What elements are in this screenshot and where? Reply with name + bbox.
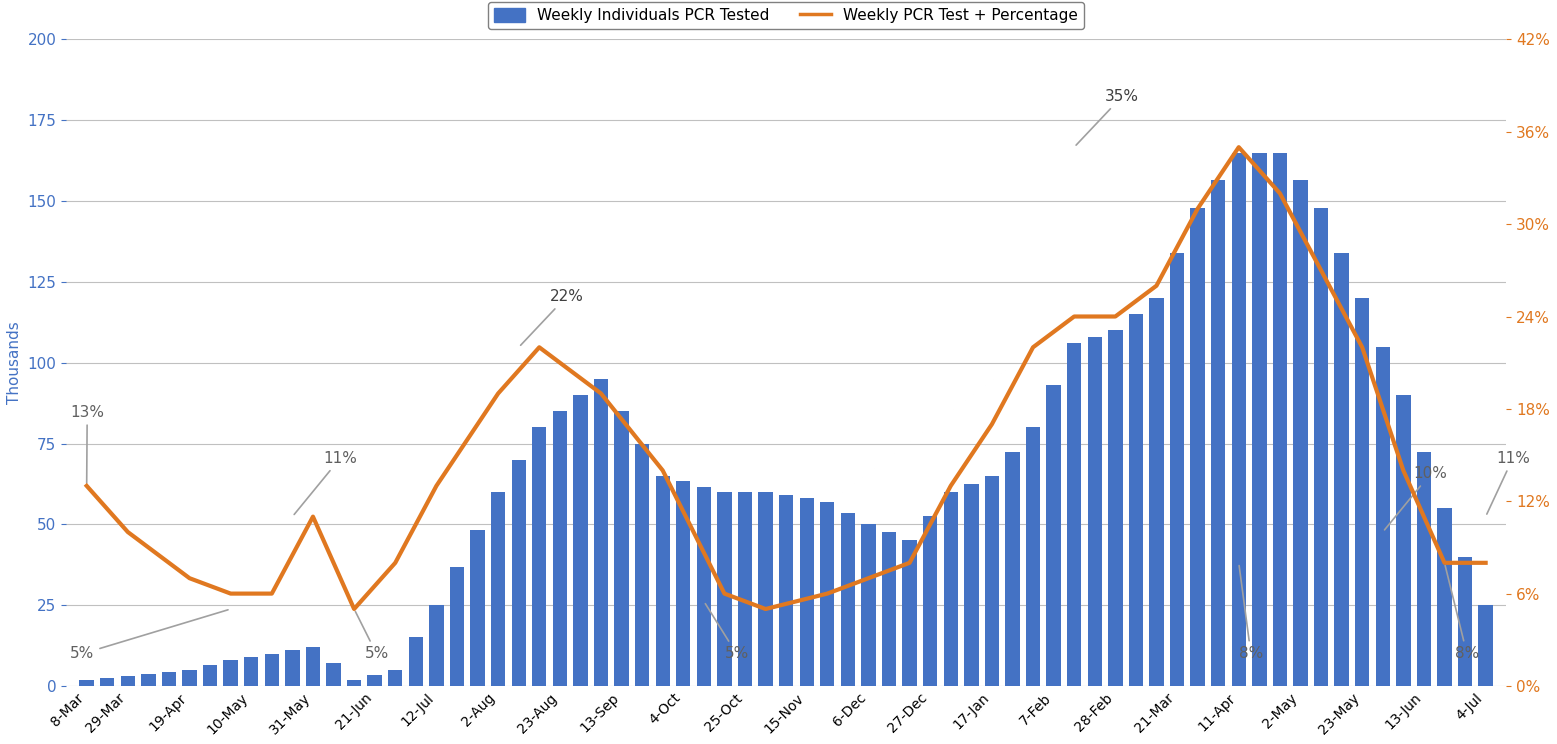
Bar bbox=[1067, 343, 1082, 686]
Bar bbox=[79, 679, 93, 686]
Bar bbox=[100, 678, 115, 686]
Bar bbox=[1006, 452, 1020, 686]
Bar bbox=[1314, 208, 1328, 686]
Bar bbox=[655, 476, 670, 686]
Bar bbox=[1479, 605, 1493, 686]
Bar bbox=[573, 395, 587, 686]
Bar bbox=[923, 516, 937, 686]
Bar bbox=[964, 484, 978, 686]
Text: 8%: 8% bbox=[1239, 565, 1263, 661]
Text: 13%: 13% bbox=[70, 405, 104, 483]
Bar bbox=[327, 664, 341, 686]
Bar bbox=[1211, 180, 1225, 686]
Bar bbox=[778, 496, 794, 686]
Bar bbox=[1252, 153, 1266, 686]
Bar bbox=[120, 676, 135, 686]
Bar bbox=[1397, 395, 1411, 686]
Bar bbox=[1272, 153, 1288, 686]
Bar bbox=[676, 481, 690, 686]
Bar bbox=[841, 513, 855, 686]
Bar bbox=[1294, 180, 1308, 686]
Bar bbox=[1046, 385, 1060, 686]
Bar bbox=[1026, 427, 1040, 686]
Bar bbox=[182, 670, 196, 686]
Bar bbox=[1109, 330, 1123, 686]
Bar bbox=[1375, 347, 1390, 686]
Bar bbox=[903, 540, 917, 686]
Bar bbox=[635, 443, 649, 686]
Bar bbox=[553, 411, 567, 686]
Bar bbox=[347, 679, 361, 686]
Bar bbox=[800, 498, 814, 686]
Y-axis label: Thousands: Thousands bbox=[6, 321, 22, 404]
Bar bbox=[202, 665, 218, 686]
Bar bbox=[162, 672, 176, 686]
Bar bbox=[532, 427, 547, 686]
Bar bbox=[244, 657, 258, 686]
Bar bbox=[1457, 557, 1473, 686]
Text: 35%: 35% bbox=[1076, 89, 1140, 145]
Bar bbox=[512, 460, 526, 686]
Bar bbox=[758, 492, 772, 686]
Bar bbox=[696, 487, 712, 686]
Bar bbox=[615, 411, 629, 686]
Text: 5%: 5% bbox=[355, 612, 389, 661]
Bar bbox=[450, 568, 464, 686]
Bar bbox=[265, 654, 279, 686]
Text: 22%: 22% bbox=[520, 289, 584, 345]
Text: 11%: 11% bbox=[294, 451, 357, 515]
Bar bbox=[408, 638, 424, 686]
Bar bbox=[881, 533, 897, 686]
Bar bbox=[305, 647, 321, 686]
Bar bbox=[1437, 508, 1451, 686]
Bar bbox=[1191, 208, 1205, 686]
Bar bbox=[142, 674, 156, 686]
Bar bbox=[861, 525, 875, 686]
Bar bbox=[490, 492, 506, 686]
Bar bbox=[470, 530, 484, 686]
Text: 11%: 11% bbox=[1487, 451, 1531, 514]
Bar bbox=[738, 492, 752, 686]
Bar bbox=[821, 501, 835, 686]
Legend: Weekly Individuals PCR Tested, Weekly PCR Test + Percentage: Weekly Individuals PCR Tested, Weekly PC… bbox=[489, 1, 1084, 29]
Text: 10%: 10% bbox=[1384, 466, 1448, 530]
Bar bbox=[1087, 337, 1102, 686]
Bar bbox=[593, 379, 609, 686]
Text: 5%: 5% bbox=[70, 610, 227, 661]
Text: 8%: 8% bbox=[1445, 565, 1479, 661]
Bar bbox=[285, 650, 299, 686]
Bar bbox=[1355, 298, 1370, 686]
Bar bbox=[224, 660, 238, 686]
Bar bbox=[1129, 314, 1143, 686]
Text: 5%: 5% bbox=[705, 603, 749, 661]
Bar bbox=[1232, 153, 1246, 686]
Bar bbox=[1334, 253, 1348, 686]
Bar bbox=[1169, 253, 1185, 686]
Bar bbox=[388, 670, 402, 686]
Bar bbox=[367, 675, 381, 686]
Bar bbox=[984, 476, 1000, 686]
Bar bbox=[944, 492, 958, 686]
Bar bbox=[718, 492, 732, 686]
Bar bbox=[1149, 298, 1163, 686]
Bar bbox=[430, 605, 444, 686]
Bar bbox=[1417, 452, 1431, 686]
